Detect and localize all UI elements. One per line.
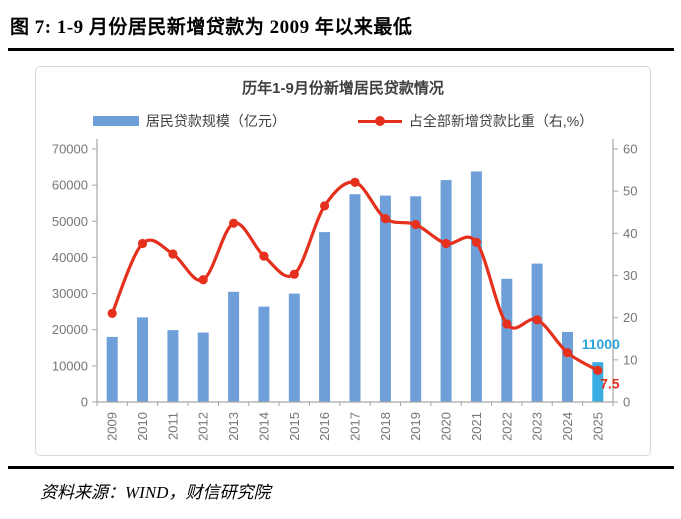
x-label-2011: 2011 bbox=[165, 412, 180, 440]
marker-2011 bbox=[168, 249, 178, 259]
marker-2013 bbox=[229, 218, 239, 228]
bar-2009 bbox=[106, 336, 118, 402]
x-label-2009: 2009 bbox=[105, 412, 120, 441]
line-markers bbox=[107, 177, 603, 375]
line-swatch-icon bbox=[357, 116, 402, 126]
bar-2024 bbox=[562, 331, 573, 402]
footer-divider bbox=[8, 466, 674, 469]
svg-text:40: 40 bbox=[623, 226, 637, 241]
bar-swatch-icon bbox=[92, 116, 139, 126]
marker-2012 bbox=[198, 275, 208, 285]
bar-2013 bbox=[228, 291, 240, 402]
legend-label-bars: 居民贷款规模（亿元） bbox=[145, 113, 286, 129]
marker-2023 bbox=[532, 315, 542, 325]
title-divider bbox=[8, 48, 674, 51]
marker-2024 bbox=[562, 348, 573, 358]
bar-value-label: 11000 bbox=[582, 336, 620, 352]
x-label-2024: 2024 bbox=[560, 412, 575, 441]
chart-legend: 居民贷款规模（亿元） 占全部新增贷款比重（右,%） bbox=[36, 111, 650, 131]
line-value-label: 7.5 bbox=[600, 375, 620, 391]
svg-text:10000: 10000 bbox=[52, 358, 88, 373]
svg-text:70000: 70000 bbox=[52, 142, 88, 157]
source-note: 资料来源：WIND，财信研究院 bbox=[40, 483, 271, 502]
x-label-2022: 2022 bbox=[499, 412, 514, 441]
bar-2018 bbox=[379, 195, 391, 402]
marker-2017 bbox=[350, 177, 360, 187]
marker-2021 bbox=[471, 237, 481, 247]
x-label-2014: 2014 bbox=[256, 412, 271, 441]
svg-text:0: 0 bbox=[623, 395, 630, 410]
svg-text:20000: 20000 bbox=[52, 322, 88, 337]
svg-text:50000: 50000 bbox=[52, 214, 88, 229]
svg-text:0: 0 bbox=[81, 395, 88, 410]
bar-2015 bbox=[288, 293, 300, 402]
legend-label-line: 占全部新增贷款比重（右,%） bbox=[408, 113, 594, 129]
x-label-2012: 2012 bbox=[196, 412, 211, 441]
x-label-2020: 2020 bbox=[439, 412, 454, 441]
marker-2009 bbox=[107, 308, 117, 318]
bar-2017 bbox=[349, 194, 361, 402]
x-label-2018: 2018 bbox=[378, 412, 393, 441]
bar-2025 bbox=[592, 362, 604, 402]
chart-container: 历年1-9月份新增居民贷款情况 居民贷款规模（亿元） 占全部新增贷款比重（右,%… bbox=[35, 66, 651, 456]
svg-text:30000: 30000 bbox=[52, 286, 88, 301]
svg-text:50: 50 bbox=[623, 184, 637, 199]
svg-text:60: 60 bbox=[623, 142, 637, 157]
marker-2016 bbox=[320, 201, 330, 211]
marker-2010 bbox=[137, 238, 148, 249]
x-label-2016: 2016 bbox=[317, 412, 332, 441]
plot-svg: 0 10000 20000 30000 40000 50000 60000 70000 0 10 2… bbox=[52, 139, 637, 441]
marker-2015 bbox=[289, 269, 299, 279]
svg-text:40000: 40000 bbox=[52, 250, 88, 265]
x-label-2025: 2025 bbox=[590, 412, 605, 441]
x-label-2017: 2017 bbox=[348, 412, 363, 441]
x-label-2021: 2021 bbox=[469, 412, 484, 441]
figure-title: 图 7: 1-9 月份居民新增贷款为 2009 年以来最低 bbox=[10, 17, 413, 38]
bar-2020 bbox=[440, 180, 452, 402]
svg-text:10: 10 bbox=[623, 352, 637, 367]
chart-title: 历年1-9月份新增居民贷款情况 bbox=[242, 80, 444, 97]
svg-text:60000: 60000 bbox=[52, 178, 88, 193]
bar-2019 bbox=[410, 196, 422, 402]
bars-series bbox=[106, 171, 604, 402]
legend-item-line: 占全部新增贷款比重（右,%） bbox=[357, 111, 594, 131]
svg-text:30: 30 bbox=[623, 268, 637, 283]
bar-2010 bbox=[137, 317, 148, 402]
bar-2011 bbox=[167, 330, 179, 402]
marker-2019 bbox=[411, 219, 421, 230]
marker-2018 bbox=[380, 214, 390, 224]
x-label-2019: 2019 bbox=[408, 412, 423, 441]
marker-2025 bbox=[593, 365, 603, 375]
x-label-2023: 2023 bbox=[530, 412, 545, 441]
bar-2014 bbox=[258, 306, 270, 402]
legend-item-bars: 居民贷款规模（亿元） bbox=[92, 111, 286, 131]
bar-2022 bbox=[501, 278, 513, 402]
x-label-2015: 2015 bbox=[287, 412, 302, 441]
bar-2023 bbox=[531, 263, 543, 402]
marker-2022 bbox=[502, 319, 512, 329]
svg-text:20: 20 bbox=[623, 310, 637, 325]
x-label-2013: 2013 bbox=[226, 412, 241, 441]
bar-2021 bbox=[470, 171, 482, 402]
bar-2016 bbox=[319, 232, 331, 402]
x-label-2010: 2010 bbox=[135, 412, 150, 441]
axes: 0 10000 20000 30000 40000 50000 60000 70000 0 10 2… bbox=[52, 139, 637, 441]
marker-2020 bbox=[441, 238, 451, 249]
marker-2014 bbox=[259, 251, 269, 261]
bar-2012 bbox=[197, 332, 209, 402]
